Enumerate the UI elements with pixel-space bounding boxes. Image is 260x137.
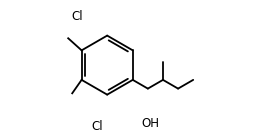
Text: Cl: Cl (72, 10, 83, 23)
Text: OH: OH (141, 117, 159, 130)
Text: Cl: Cl (91, 120, 103, 133)
